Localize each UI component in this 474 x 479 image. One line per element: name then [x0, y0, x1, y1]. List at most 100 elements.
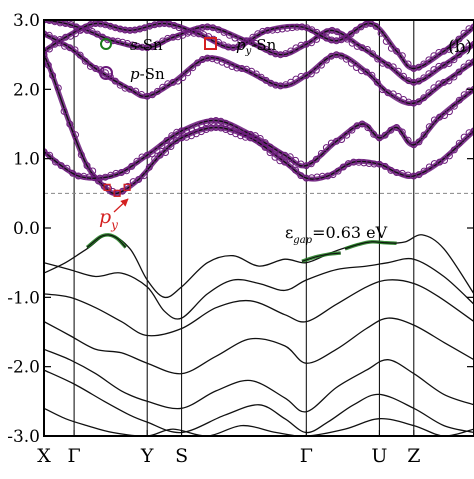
k-tick-label: U	[371, 445, 387, 467]
p-sn-marker	[178, 127, 186, 135]
p-sn-marker	[389, 63, 397, 71]
p-sn-marker	[71, 46, 79, 54]
p-sn-marker	[54, 84, 62, 92]
y-tick-label: -3.0	[7, 427, 40, 447]
p-sn-marker	[415, 77, 423, 85]
p-sn-marker	[207, 124, 215, 132]
p-sn-marker	[465, 42, 473, 50]
p-sn-marker	[273, 26, 281, 34]
p-sn-marker	[329, 171, 337, 179]
p-sn-marker	[415, 138, 423, 146]
p-sn-marker	[470, 127, 474, 135]
p-sn-marker	[158, 142, 166, 150]
p-sn-marker	[347, 30, 355, 38]
p-sn-marker	[51, 40, 59, 48]
p-sn-marker	[332, 37, 340, 45]
p-sn-marker	[251, 135, 259, 143]
orbital-markers-layer	[44, 20, 474, 197]
p-sn-marker	[308, 39, 315, 47]
s-sn-band-line	[301, 252, 341, 262]
p-sn-marker	[272, 50, 280, 58]
p-sn-marker	[382, 37, 390, 45]
p-sn-marker	[287, 78, 295, 86]
p-sn-marker	[101, 21, 109, 29]
p-sn-marker	[465, 87, 473, 95]
p-sn-marker	[339, 163, 347, 171]
p-sn-marker	[63, 164, 71, 172]
p-sn-marker	[342, 33, 350, 41]
p-sn-marker	[415, 63, 423, 71]
p-sn-marker	[85, 173, 93, 181]
p-sn-marker	[109, 188, 117, 195]
p-sn-marker	[261, 143, 269, 151]
p-sn-marker	[174, 33, 182, 41]
p-sn-marker	[93, 30, 101, 38]
p-sn-marker	[455, 96, 463, 104]
s-sn-band-line	[86, 234, 127, 248]
valence-band	[44, 234, 474, 299]
p-sn-marker	[162, 149, 169, 156]
p-sn-marker	[328, 36, 335, 44]
p-sn-marker	[445, 152, 453, 160]
p-sn-marker	[318, 172, 326, 180]
p-sn-marker	[308, 174, 316, 182]
p-sn-marker	[72, 131, 79, 139]
p-sn-marker	[375, 134, 383, 142]
p-sn-marker	[436, 158, 444, 166]
y-tick-label: -2.0	[7, 358, 40, 378]
p-sn-marker	[101, 69, 109, 77]
p-sn-marker	[278, 25, 286, 33]
p-sn-marker	[420, 60, 428, 68]
p-sn-marker	[368, 71, 376, 79]
p-sn-marker	[227, 122, 235, 130]
p-sn-marker	[136, 25, 144, 33]
p-sn-marker	[77, 26, 84, 34]
p-sn-marker	[350, 158, 358, 166]
p-sn-marker	[256, 139, 264, 147]
p-sn-marker	[370, 160, 378, 168]
p-sn-marker	[212, 117, 220, 124]
p-sn-marker	[410, 99, 418, 107]
p-sn-marker	[430, 84, 438, 92]
p-sn-marker	[450, 56, 458, 64]
p-sn-marker	[215, 26, 222, 34]
p-sn-marker	[143, 44, 151, 52]
p-sn-marker	[470, 23, 474, 31]
p-sn-marker	[293, 23, 301, 31]
p-sn-marker	[307, 70, 315, 78]
p-sn-marker	[460, 133, 468, 141]
valence-band	[44, 369, 474, 434]
k-tick-label: S	[175, 445, 188, 467]
p-sn-marker	[324, 172, 332, 180]
p-sn-marker	[121, 26, 129, 34]
y-tick-label: 2.0	[13, 80, 40, 100]
p-sn-marker	[322, 144, 330, 152]
p-sn-marker	[128, 162, 136, 170]
valence-band	[44, 407, 474, 436]
p-sn-marker	[460, 29, 468, 37]
p-sn-marker	[410, 78, 418, 86]
p-sn-marker	[238, 65, 246, 72]
p-sn-marker	[244, 37, 252, 45]
p-sn-marker	[190, 29, 198, 37]
p-sn-marker	[387, 126, 395, 134]
p-sn-marker	[374, 55, 382, 63]
p-sn-marker	[52, 158, 59, 166]
p-sn-marker	[355, 158, 363, 166]
p-sn-marker	[353, 42, 361, 50]
p-sn-marker	[133, 42, 141, 50]
p-sn-marker	[436, 113, 444, 121]
p-sn-marker	[194, 25, 202, 33]
p-sn-marker	[450, 146, 458, 154]
p-sn-marker	[178, 134, 186, 142]
p-sn-marker	[123, 167, 131, 175]
p-sn-marker	[208, 55, 216, 63]
p-sn-marker	[87, 21, 95, 28]
p-sn-marker	[69, 169, 77, 177]
p-sn-marker	[394, 67, 402, 75]
p-sn-marker	[259, 27, 267, 35]
p-sn-marker	[168, 132, 176, 140]
p-sn-marker	[450, 102, 458, 110]
p-sn-marker	[72, 30, 79, 38]
p-sn-marker	[66, 120, 74, 128]
